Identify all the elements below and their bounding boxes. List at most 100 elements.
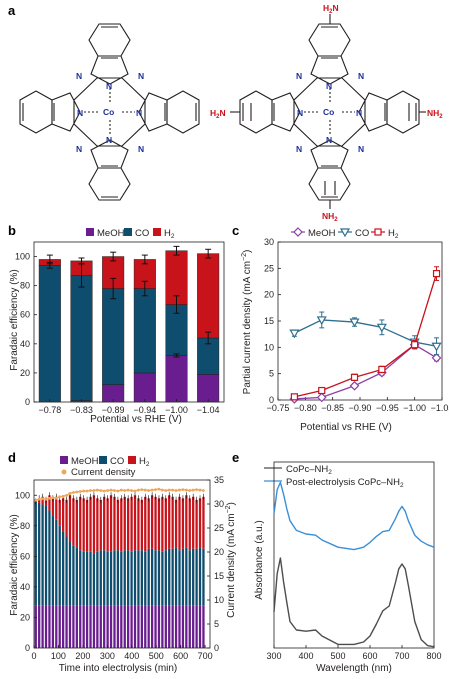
panel-e-x-tick-label: 800 <box>426 651 441 661</box>
bar-segment-co <box>116 550 120 606</box>
bar-segment-h2 <box>85 499 89 552</box>
bar-segment-h2 <box>123 496 126 551</box>
panel-c-y-tick-label: 10 <box>264 342 274 352</box>
bar-segment-meoh <box>133 372 156 403</box>
bar-segment-h2 <box>55 496 58 520</box>
panel-d-x-tick-label: 700 <box>198 651 213 661</box>
data-point-meoh <box>316 392 327 403</box>
bar-segment-h2 <box>99 499 102 551</box>
bar-segment-co <box>147 548 150 606</box>
bar-segment-meoh <box>161 605 164 648</box>
bar-segment-co <box>82 551 85 606</box>
stability-electrolysis-chart: MeOH CO H2 Current density 0204060801000… <box>9 456 237 674</box>
bar-segment-h2 <box>109 495 113 552</box>
left-molecule-atoms: Co N N N N N N N N <box>76 71 144 154</box>
bar-segment-co <box>48 510 51 606</box>
bar-segment-meoh <box>51 605 55 648</box>
data-point-h2 <box>318 386 326 395</box>
bar-segment-h2 <box>185 495 188 548</box>
bar-segment-co <box>61 531 65 606</box>
bar-segment-meoh <box>195 605 198 648</box>
nitrogen-label: N <box>296 144 302 154</box>
current-density-point <box>41 497 44 501</box>
bar-segment-h2 <box>202 496 205 549</box>
data-point-h2 <box>411 341 419 349</box>
legend-label-co: CO <box>110 456 124 467</box>
panel-b-plot-area: 0 20 40 60 80 100 −0.78 −0.83 −0.89 −0.94 −1.00 −1.… <box>15 241 225 415</box>
bar-segment-co <box>181 548 185 606</box>
bar-segment-meoh <box>55 605 58 648</box>
bar-segment-meoh <box>116 605 120 648</box>
panel-c-x-tick-label: −0.85 <box>321 403 344 413</box>
panel-d-x-axis-label: Time into electrolysis (min) <box>59 663 178 674</box>
panel-d-y2-tick-label: 0 <box>214 643 219 653</box>
bar-segment-co <box>70 275 93 401</box>
bar-segment-co <box>198 547 202 606</box>
panel-b-y-tick-label: 0 <box>25 397 30 407</box>
panel-d-y2-tick-label: 30 <box>214 499 224 509</box>
panel-b-x-tick-label: −1.04 <box>197 405 220 415</box>
panel-d-x-tick-label: 600 <box>173 651 188 661</box>
bar-segment-h2 <box>154 496 157 551</box>
current-density-point <box>51 496 55 500</box>
panel-label-e: e <box>232 450 239 465</box>
bar-segment-h2 <box>113 496 116 551</box>
data-point-co <box>289 329 300 339</box>
bar-segment-meoh <box>103 605 106 648</box>
bar-segment-h2 <box>51 498 55 516</box>
bar-segment-h2 <box>92 495 96 554</box>
bar-segment-co <box>123 550 126 606</box>
bar-segment-co <box>102 288 125 385</box>
bar-segment-co <box>133 288 156 374</box>
bar-segment-h2 <box>130 496 133 552</box>
current-density-point <box>195 488 198 491</box>
current-density-point <box>143 488 147 492</box>
panel-label-b: b <box>8 223 16 238</box>
bar-segment-h2 <box>171 496 174 549</box>
legend-label-meoh: MeOH <box>308 228 336 239</box>
bar-segment-meoh <box>150 605 154 648</box>
panel-d-y2-axis-label: Current density (mA cm−2) <box>225 502 237 618</box>
bar-segment-co <box>150 548 154 606</box>
bar-segment-meoh <box>79 605 82 648</box>
bar-segment-meoh <box>154 605 157 648</box>
bar-segment-co <box>51 515 55 606</box>
current-density-point <box>119 488 123 492</box>
current-density-point <box>113 489 116 492</box>
current-density-point <box>188 489 192 492</box>
nitrogen-label: N <box>76 144 82 154</box>
panel-e-legend: CoPc–NH2 Post-electrolysis CoPc–NH2 <box>264 464 404 489</box>
panel-b-x-axis-label: Potential vs RHE (V) <box>90 414 182 425</box>
panel-c-legend: MeOH CO H2 <box>291 227 399 240</box>
bar-segment-meoh <box>137 605 140 648</box>
partial-current-density-line-chart: MeOH CO H2 0 5 10 15 20 25 30 −0.75 −0.80 −0.85 −0… <box>241 227 449 433</box>
data-point-h2 <box>432 270 441 278</box>
current-density-point <box>130 489 133 492</box>
cobalt-atom-label: Co <box>103 107 114 117</box>
bar-segment-meoh <box>202 605 205 648</box>
current-density-point <box>191 488 195 492</box>
bar-segment-meoh <box>85 605 89 648</box>
current-density-point <box>181 488 185 491</box>
bar-segment-co <box>85 551 89 606</box>
bar-segment-meoh <box>44 605 48 648</box>
bar-segment-meoh <box>68 605 72 648</box>
data-point-co <box>316 316 327 326</box>
data-point-h2 <box>378 365 386 374</box>
bar-segment-co <box>92 553 96 606</box>
panel-b-x-tick-label: −0.83 <box>70 405 93 415</box>
panel-d-y2-tick-label: 5 <box>214 619 219 629</box>
panel-b-y-tick-label: 60 <box>20 310 30 320</box>
bar-segment-co <box>137 550 140 606</box>
bar-segment-meoh <box>106 605 109 648</box>
panel-c-y-tick-label: 20 <box>264 290 274 300</box>
nitrogen-label: N <box>326 81 332 91</box>
bar-segment-meoh <box>157 605 161 648</box>
panel-c-x-tick-label: −0.75 <box>267 403 290 413</box>
legend-marker-co <box>339 228 351 238</box>
bar-segment-meoh <box>61 605 65 648</box>
panel-b-x-tick-label: −0.94 <box>133 405 156 415</box>
bar-segment-co <box>89 551 92 606</box>
panel-b-x-tick-label: −0.89 <box>102 405 125 415</box>
current-density-point <box>167 488 171 492</box>
